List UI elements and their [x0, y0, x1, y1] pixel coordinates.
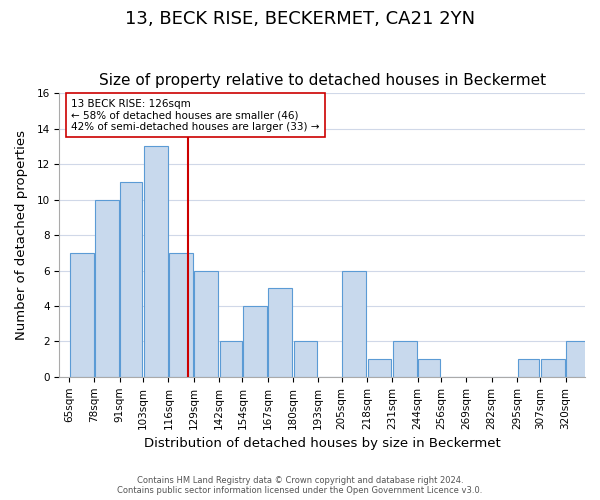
Bar — [121, 182, 142, 377]
Bar — [95, 200, 119, 377]
Bar — [70, 253, 94, 377]
Bar — [268, 288, 292, 377]
Bar — [194, 270, 218, 377]
Bar — [169, 253, 193, 377]
Bar — [243, 306, 267, 377]
Bar — [343, 270, 366, 377]
Bar — [418, 359, 440, 377]
Bar — [294, 342, 317, 377]
Bar — [566, 342, 590, 377]
Bar — [541, 359, 565, 377]
X-axis label: Distribution of detached houses by size in Beckermet: Distribution of detached houses by size … — [144, 437, 500, 450]
Title: Size of property relative to detached houses in Beckermet: Size of property relative to detached ho… — [98, 73, 546, 88]
Bar — [393, 342, 417, 377]
Bar — [518, 359, 539, 377]
Text: 13 BECK RISE: 126sqm
← 58% of detached houses are smaller (46)
42% of semi-detac: 13 BECK RISE: 126sqm ← 58% of detached h… — [71, 98, 319, 132]
Text: Contains HM Land Registry data © Crown copyright and database right 2024.
Contai: Contains HM Land Registry data © Crown c… — [118, 476, 482, 495]
Bar — [220, 342, 242, 377]
Text: 13, BECK RISE, BECKERMET, CA21 2YN: 13, BECK RISE, BECKERMET, CA21 2YN — [125, 10, 475, 28]
Bar — [368, 359, 391, 377]
Bar — [144, 146, 167, 377]
Y-axis label: Number of detached properties: Number of detached properties — [15, 130, 28, 340]
